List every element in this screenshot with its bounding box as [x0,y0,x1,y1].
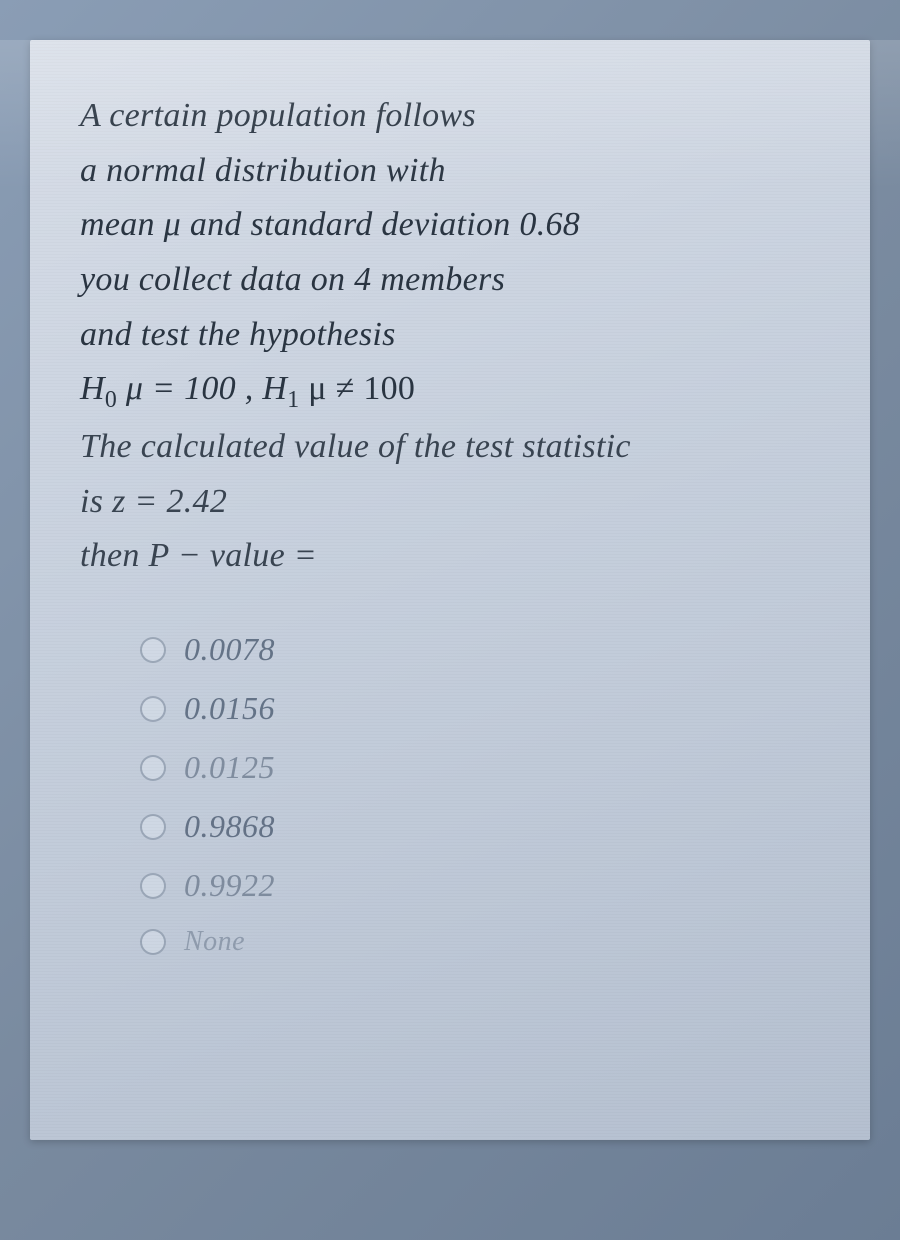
h0-label: H [80,370,105,407]
option-row[interactable]: 0.0078 [140,631,830,668]
radio-icon[interactable] [140,814,166,840]
question-line-8: is z = 2.42 [80,476,830,529]
question-panel: A certain population follows a normal di… [30,40,870,1140]
hypothesis-line: H0 μ = 100 , H1 μ ≠ 100 [80,363,830,419]
option-row[interactable]: 0.0125 [140,749,830,786]
option-row[interactable]: 0.0156 [140,690,830,727]
question-line-5: and test the hypothesis [80,309,830,362]
line3-post: and standard deviation 0.68 [181,206,580,243]
option-label: None [184,926,245,958]
question-line-3: mean μ and standard deviation 0.68 [80,199,830,252]
question-line-4: you collect data on 4 members [80,254,830,307]
option-row[interactable]: None [140,926,830,958]
h1-subscript: 1 [287,387,299,413]
option-label: 0.0078 [184,631,275,668]
question-line-2: a normal distribution with [80,145,830,198]
radio-icon[interactable] [140,696,166,722]
options-list: 0.0078 0.0156 0.0125 0.9868 0.9922 None [80,631,830,958]
question-line-9: then P − value = [80,530,830,583]
question-line-1: A certain population follows [80,90,830,143]
option-label: 0.0125 [184,749,275,786]
radio-icon[interactable] [140,929,166,955]
option-label: 0.9868 [184,808,275,845]
radio-icon[interactable] [140,873,166,899]
question-line-7: The calculated value of the test statist… [80,421,830,474]
h0-expr: μ = 100 , H [117,370,287,407]
radio-icon[interactable] [140,637,166,663]
option-label: 0.0156 [184,690,275,727]
option-label: 0.9922 [184,867,275,904]
h1-expr: μ ≠ 100 [299,370,415,407]
option-row[interactable]: 0.9922 [140,867,830,904]
mu-symbol: μ [164,206,181,243]
h0-subscript: 0 [105,387,117,413]
option-row[interactable]: 0.9868 [140,808,830,845]
line3-pre: mean [80,206,164,243]
radio-icon[interactable] [140,755,166,781]
question-text-block: A certain population follows a normal di… [80,90,830,583]
